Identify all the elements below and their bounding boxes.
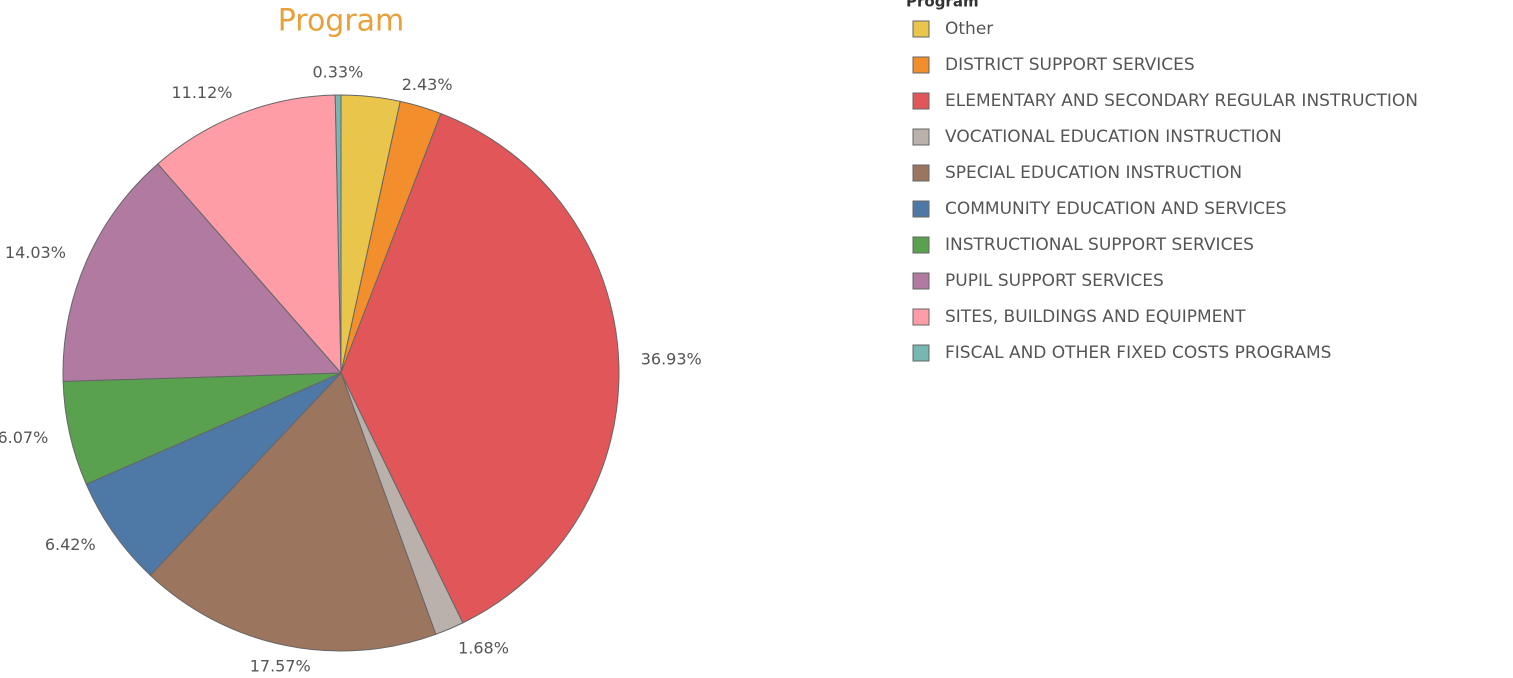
slice-label: 6.07%: [0, 428, 48, 447]
slice-label: 36.93%: [641, 350, 702, 369]
legend-label: COMMUNITY EDUCATION AND SERVICES: [945, 199, 1287, 219]
legend-label: DISTRICT SUPPORT SERVICES: [945, 55, 1195, 75]
legend-label: ELEMENTARY AND SECONDARY REGULAR INSTRUC…: [945, 91, 1418, 111]
legend-swatch: [912, 236, 930, 254]
slice-label: 17.57%: [250, 656, 311, 675]
legend-label: PUPIL SUPPORT SERVICES: [945, 271, 1164, 291]
legend-label: VOCATIONAL EDUCATION INSTRUCTION: [945, 127, 1282, 147]
legend-swatch: [912, 92, 930, 110]
legend-swatch: [912, 200, 930, 218]
slice-label: 11.12%: [171, 83, 232, 102]
legend-label: INSTRUCTIONAL SUPPORT SERVICES: [945, 235, 1254, 255]
legend-swatch: [912, 56, 930, 74]
pie-slice: [85, 372, 342, 577]
pie-slice: [334, 94, 342, 374]
chart-title: Program: [278, 4, 405, 39]
legend-swatch: [912, 128, 930, 146]
legend-label: SITES, BUILDINGS AND EQUIPMENT: [945, 307, 1246, 327]
slice-label: 14.03%: [5, 243, 66, 262]
slice-label: 6.42%: [45, 535, 96, 554]
legend-swatch: [912, 344, 930, 362]
slice-label: 1.68%: [458, 639, 509, 658]
pie-slice: [149, 372, 437, 652]
slice-label: 0.33%: [312, 63, 363, 82]
pie-slice: [340, 112, 620, 624]
legend-label: Other: [945, 19, 993, 39]
legend-swatch: [912, 164, 930, 182]
legend-label: FISCAL AND OTHER FIXED COSTS PROGRAMS: [945, 343, 1331, 363]
legend-swatch: [912, 20, 930, 38]
slice-label: 2.43%: [402, 75, 453, 94]
legend-title: Program: [906, 0, 979, 11]
pie-slice: [157, 94, 342, 375]
pie-slice: [62, 163, 343, 382]
legend-label: SPECIAL EDUCATION INSTRUCTION: [945, 163, 1242, 183]
legend-swatch: [912, 308, 930, 326]
legend-swatch: [912, 272, 930, 290]
